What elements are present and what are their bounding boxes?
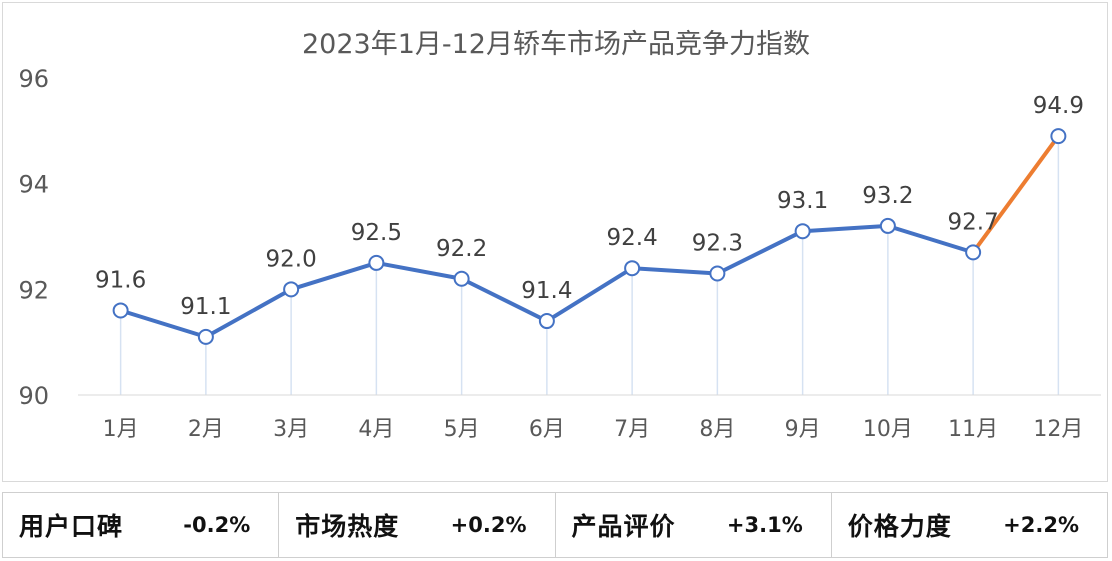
x-tick-label: 3月 bbox=[273, 417, 309, 442]
chart-frame: 2023年1月-12月轿车市场产品竞争力指数 91.6 91.1 92.0 92.5 9… bbox=[2, 2, 1108, 482]
x-tick-label: 9月 bbox=[785, 417, 821, 442]
data-point bbox=[197, 328, 214, 345]
data-point bbox=[794, 223, 811, 240]
highlight-segment bbox=[971, 134, 1060, 254]
data-point bbox=[112, 302, 129, 319]
data-point bbox=[283, 281, 300, 298]
metric-value: +0.2% bbox=[450, 513, 527, 537]
data-point bbox=[709, 265, 726, 282]
data-point bbox=[453, 270, 470, 287]
x-tick-label: 2月 bbox=[188, 417, 224, 442]
x-tick-label: 12月 bbox=[1033, 417, 1083, 442]
x-tick-label: 6月 bbox=[529, 417, 565, 442]
y-tick-label: 96 bbox=[18, 65, 49, 93]
data-label: 92.4 bbox=[607, 225, 658, 251]
metric-product-rating: 产品评价 +3.1% bbox=[556, 493, 832, 557]
data-label: 92.0 bbox=[266, 246, 317, 272]
data-label: 93.1 bbox=[777, 188, 828, 214]
data-label: 92.7 bbox=[948, 209, 999, 235]
data-point bbox=[879, 217, 896, 234]
line-chart: 2023年1月-12月轿车市场产品竞争力指数 91.6 91.1 92.0 92.5 9… bbox=[18, 29, 1101, 442]
data-point bbox=[624, 260, 641, 277]
data-label: 92.5 bbox=[351, 220, 402, 246]
y-tick-label: 90 bbox=[18, 382, 49, 410]
data-point bbox=[368, 254, 385, 271]
metrics-bar: 用户口碑 -0.2% 市场热度 +0.2% 产品评价 +3.1% 价格力度 +2… bbox=[2, 492, 1108, 558]
data-label: 91.1 bbox=[180, 294, 231, 320]
x-tick-label: 10月 bbox=[863, 417, 913, 442]
metric-user-reputation: 用户口碑 -0.2% bbox=[3, 493, 280, 557]
data-point bbox=[965, 244, 982, 261]
data-label: 92.3 bbox=[692, 230, 743, 256]
y-tick-label: 92 bbox=[18, 276, 49, 304]
metric-value: -0.2% bbox=[183, 513, 251, 537]
metric-value: +2.2% bbox=[1003, 513, 1079, 537]
x-tick-label: 5月 bbox=[444, 417, 480, 442]
metric-value: +3.1% bbox=[726, 513, 803, 537]
metric-price-strength: 价格力度 +2.2% bbox=[832, 493, 1107, 557]
metric-label: 市场热度 bbox=[295, 512, 400, 541]
data-point bbox=[538, 313, 555, 330]
x-tick-label: 8月 bbox=[699, 417, 735, 442]
metric-label: 价格力度 bbox=[847, 512, 952, 541]
x-tick-label: 4月 bbox=[358, 417, 394, 442]
chart-title: 2023年1月-12月轿车市场产品竞争力指数 bbox=[302, 29, 810, 60]
metric-market-heat: 市场热度 +0.2% bbox=[279, 493, 556, 557]
data-label: 94.9 bbox=[1033, 93, 1084, 119]
data-label: 91.4 bbox=[521, 278, 572, 304]
metric-label: 用户口碑 bbox=[19, 512, 124, 541]
data-point bbox=[1050, 128, 1067, 145]
x-tick-label: 11月 bbox=[948, 417, 998, 442]
y-tick-label: 94 bbox=[18, 171, 49, 199]
metric-label: 产品评价 bbox=[571, 512, 676, 541]
x-tick-label: 7月 bbox=[614, 417, 650, 442]
x-tick-label: 1月 bbox=[103, 417, 139, 442]
data-label: 93.2 bbox=[862, 183, 913, 209]
data-label: 92.2 bbox=[436, 236, 487, 262]
data-label: 91.6 bbox=[95, 267, 146, 293]
